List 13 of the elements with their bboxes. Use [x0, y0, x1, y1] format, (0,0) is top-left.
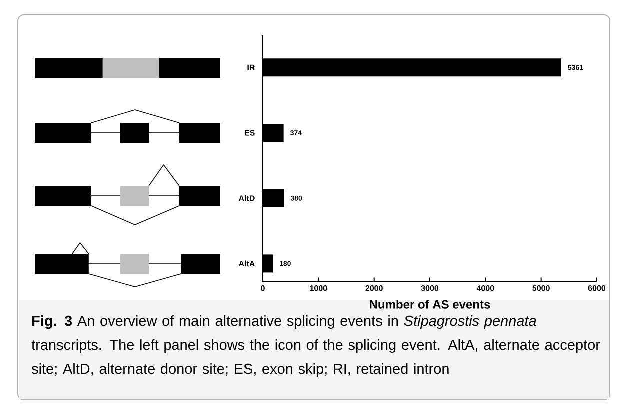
y-tick-label: AltA	[238, 260, 255, 267]
x-tick-label: 5000	[532, 286, 550, 292]
x-tick-label: 3000	[421, 286, 439, 292]
y-tick-label: ES	[245, 130, 255, 136]
x-tick-label: 2000	[366, 286, 383, 292]
y-tick-label: IR	[248, 64, 256, 70]
text: Fig. 3 An overview of main alternative splicing events in Stipagrostis pennata transcripts. The left panel shows the icon of the splicing event. AltA, alternate acceptor site; AltD, alternate donor site; ES, exon skip; RI, retained intron	[32, 316, 600, 378]
x-tick-label: 1000	[310, 286, 328, 292]
x-axis-title: Number of AS events	[370, 300, 490, 309]
x-tick-label: 4000	[476, 286, 494, 292]
y-tick-label: AltD	[238, 195, 255, 202]
x-tick-label: 0	[261, 286, 265, 292]
x-tick-label: 6000	[588, 286, 606, 292]
